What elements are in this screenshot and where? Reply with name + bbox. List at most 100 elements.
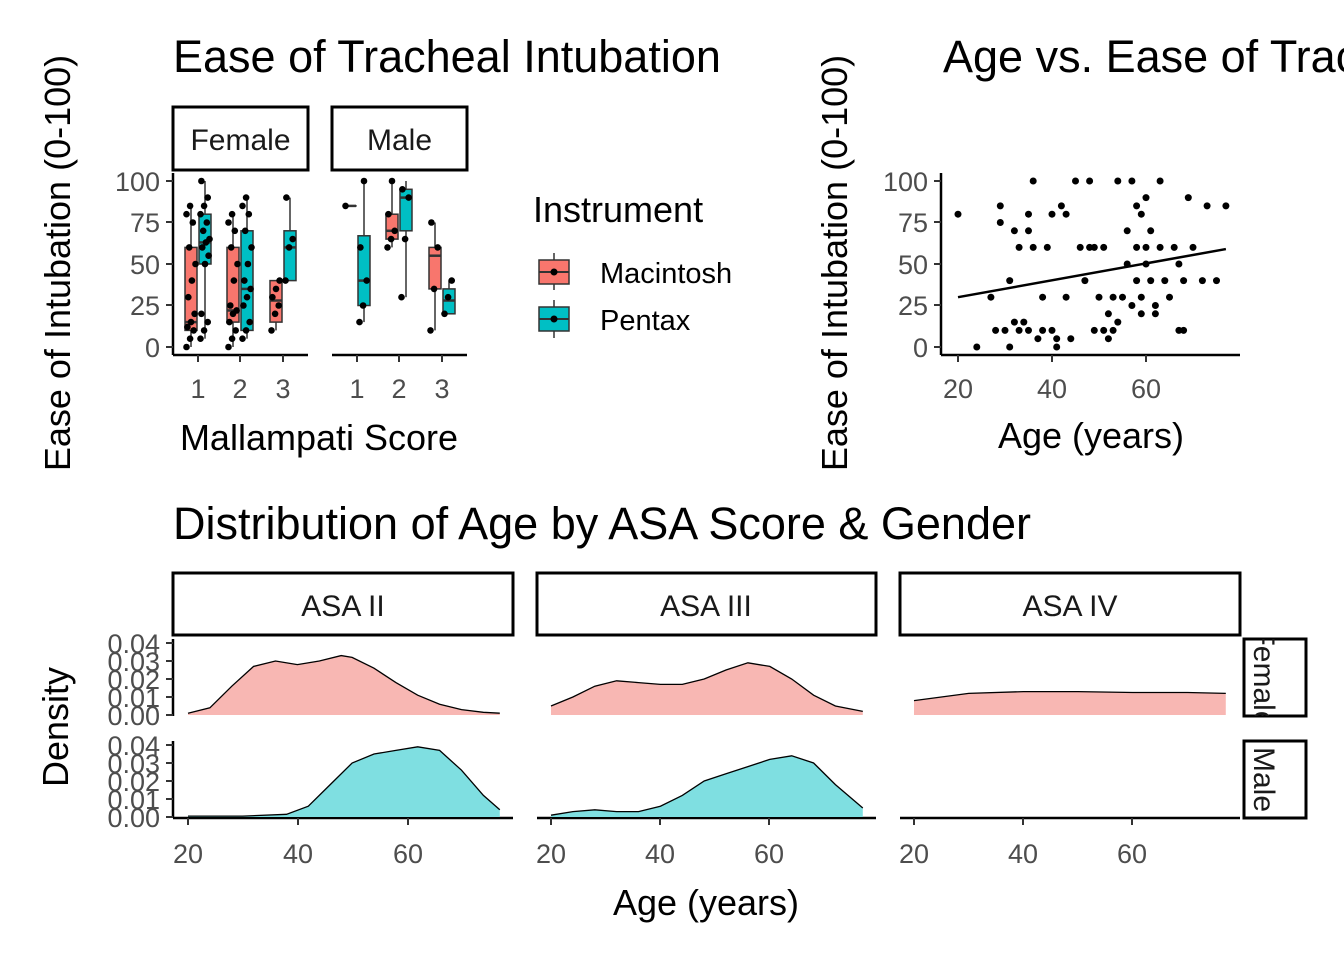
scatter-point xyxy=(1147,277,1155,285)
scatter-point xyxy=(1166,293,1173,301)
ytick-label: 50 xyxy=(130,250,160,280)
scatter-point xyxy=(1025,210,1032,218)
data-point xyxy=(391,227,399,235)
facet-label-male: Male xyxy=(367,124,432,157)
scatter-point xyxy=(1109,326,1117,334)
data-point xyxy=(283,194,290,201)
scatter-point xyxy=(1128,177,1136,185)
data-point xyxy=(200,327,208,334)
panel-b-y-ticks: 0 25 50 75 100 xyxy=(883,167,941,363)
scatter-point xyxy=(1151,302,1159,309)
ytick-label: 25 xyxy=(130,291,160,321)
legend-key-pentax xyxy=(538,300,570,338)
ytick-label: 0.04 xyxy=(107,629,160,659)
legend-title: Instrument xyxy=(533,189,703,230)
density-asa-ii-female-line xyxy=(187,654,500,714)
scatter-point xyxy=(987,293,995,301)
data-point xyxy=(359,302,367,309)
scatter-point xyxy=(996,219,1004,226)
scatter-point xyxy=(1104,335,1112,343)
panel-b: Age vs. Ease of Tracheal Intubation Age … xyxy=(814,31,1344,471)
density-asa-iii-female-line xyxy=(550,662,863,713)
data-point xyxy=(186,202,194,210)
data-point xyxy=(240,302,247,309)
xtick-label: 3 xyxy=(275,374,290,404)
facet-strip-male-row xyxy=(1242,739,1308,820)
xtick-label: 1 xyxy=(190,374,205,404)
scatter-point xyxy=(1180,277,1188,285)
instrument-legend: Instrument Macintosh Pentax xyxy=(533,189,732,338)
panel-a-title: Ease of Tracheal Intubation xyxy=(173,31,721,82)
scatter-point xyxy=(1151,310,1159,318)
scatter-point xyxy=(1048,210,1056,218)
data-point xyxy=(231,227,239,235)
data-point xyxy=(289,235,297,243)
density-asa-iv-female-line xyxy=(913,690,1226,702)
ytick-label: 0.02 xyxy=(107,767,160,797)
facet-strip-asa-iii xyxy=(535,571,878,637)
data-point xyxy=(228,335,236,343)
facet-label-female-row: Female xyxy=(1247,627,1280,727)
density-asa-iii-male-area xyxy=(551,755,863,817)
xtick-label: 2 xyxy=(391,374,406,404)
data-point xyxy=(197,335,204,343)
scatter-point xyxy=(1156,243,1164,251)
scatter-point xyxy=(1133,243,1141,251)
ytick-label: 0.02 xyxy=(107,665,160,695)
box-male-3-macintosh xyxy=(428,246,442,290)
data-point xyxy=(282,277,289,284)
data-point xyxy=(200,202,208,210)
data-point xyxy=(272,285,280,293)
xtick-label: 20 xyxy=(899,839,929,869)
data-point xyxy=(384,244,391,251)
density-asa-iii-male-line xyxy=(550,755,864,816)
ytick-label: 0.04 xyxy=(107,731,160,761)
data-point xyxy=(204,318,211,326)
data-point xyxy=(242,194,250,201)
scatter-point xyxy=(1137,293,1145,301)
scatter-point xyxy=(1053,335,1061,343)
legend-key-macintosh xyxy=(538,253,570,290)
scatter-point xyxy=(1006,277,1014,285)
data-point xyxy=(205,252,212,259)
scatter-point xyxy=(1114,318,1122,326)
scatter-point xyxy=(1100,326,1108,334)
ytick-label: 50 xyxy=(898,250,928,280)
data-point xyxy=(232,327,239,334)
scatter-point xyxy=(1133,277,1141,285)
scatter-point xyxy=(1048,326,1056,334)
data-point xyxy=(405,194,413,201)
data-point xyxy=(199,244,206,251)
scatter-point xyxy=(1076,243,1084,251)
data-point xyxy=(201,260,209,268)
xtick-label: 20 xyxy=(173,839,203,869)
xtick-label: 2 xyxy=(232,374,247,404)
data-point xyxy=(399,186,406,193)
scatter-point xyxy=(1137,310,1145,318)
scatter-point xyxy=(1100,243,1108,251)
scatter-point xyxy=(1086,177,1094,185)
facet-label-male-row: Male xyxy=(1247,747,1280,812)
data-point xyxy=(241,277,248,284)
xtick-label: 40 xyxy=(1037,374,1067,404)
scatter-point xyxy=(1156,177,1164,185)
legend-label-pentax: Pentax xyxy=(600,305,691,337)
scatter-point xyxy=(1072,177,1079,185)
density-asa-iv-female-area xyxy=(914,691,1226,715)
data-point xyxy=(191,310,198,318)
scatter-point xyxy=(1081,277,1089,285)
data-point xyxy=(225,343,232,351)
data-point xyxy=(206,235,213,243)
scatter-point xyxy=(1029,243,1037,251)
xtick-label: 1 xyxy=(349,374,364,404)
panel-b-x-ticks: 20 40 60 xyxy=(943,355,1161,404)
scatter-point xyxy=(992,326,1000,334)
scatter-point xyxy=(1015,326,1023,334)
data-point xyxy=(188,277,196,284)
scatter-point xyxy=(1147,227,1155,235)
xtick-label: 40 xyxy=(645,839,675,869)
scatter-point xyxy=(1104,310,1112,318)
data-point xyxy=(204,194,211,201)
panel-a-y-ticks: 0 25 50 75 100 xyxy=(115,167,173,363)
data-point xyxy=(248,244,255,251)
